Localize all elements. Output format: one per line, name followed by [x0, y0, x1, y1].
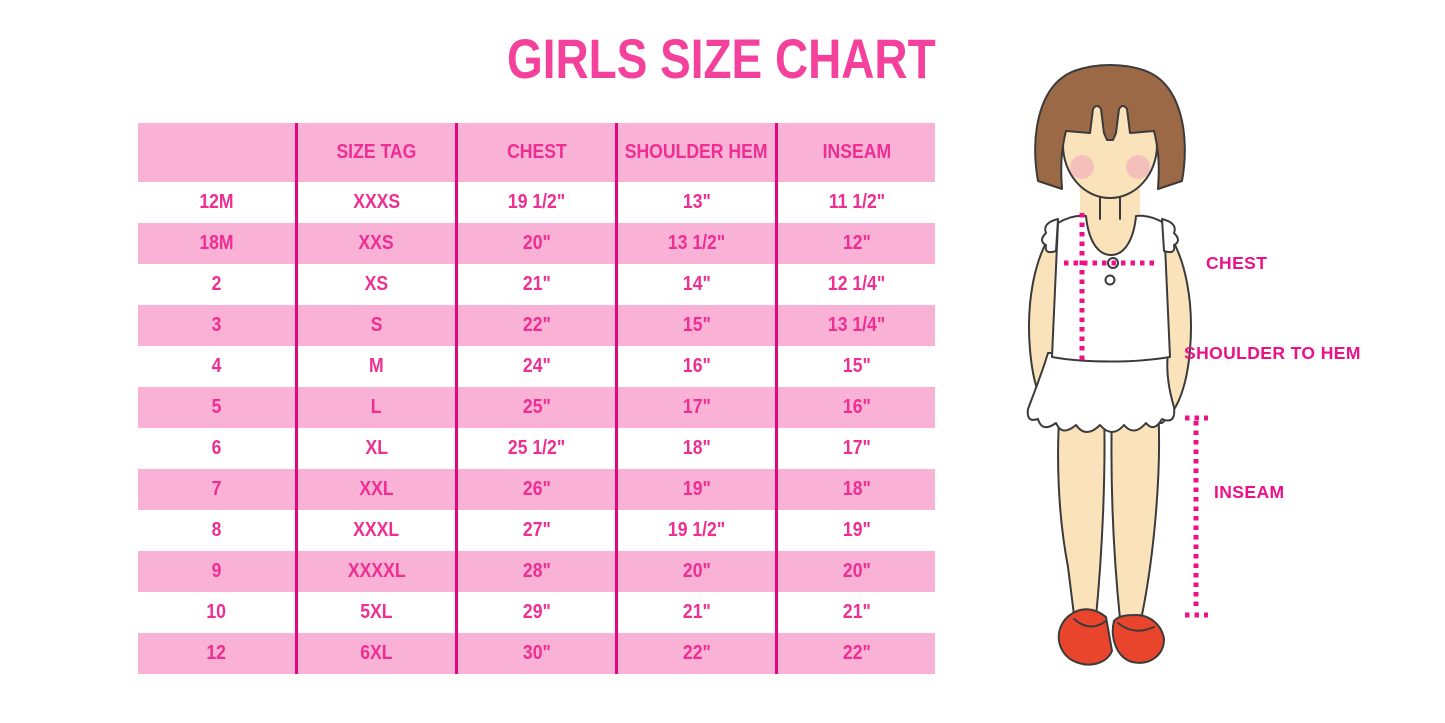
table-cell: 5 [211, 396, 222, 418]
table-cell: 24" [455, 346, 615, 387]
table-cell: 12" [775, 223, 935, 264]
table-cell: 13 1/2" [615, 223, 775, 264]
column-header: SHOULDER HEM [615, 123, 775, 182]
table-row: 12 6XL 30" 22" 22" [138, 633, 935, 674]
table-cell: 6 [211, 437, 222, 459]
page-title-text: GIRLS SIZE CHART [506, 27, 936, 90]
table-cell: 6XL [295, 633, 455, 674]
table-cell: 10 [206, 601, 227, 623]
table-cell: 2 [211, 273, 222, 295]
table-cell: 29" [455, 592, 615, 633]
table-cell: 25" [455, 387, 615, 428]
table-row: 18M XXS 20" 13 1/2" 12" [138, 223, 935, 264]
table-cell: 3 [211, 314, 222, 336]
chest-label: CHEST [1206, 253, 1268, 273]
table-cell: M [295, 346, 455, 387]
table-cell: 13" [615, 182, 775, 223]
table-cell: 21" [615, 592, 775, 633]
table-cell: 8 [211, 519, 222, 541]
table-cell: L [295, 387, 455, 428]
table-cell: 22" [455, 305, 615, 346]
header-row: SIZE TAG CHEST SHOULDER HEM INSEAM [138, 123, 935, 182]
table-cell: 12 [206, 642, 227, 664]
table-row: 5 L 25" 17" 16" [138, 387, 935, 428]
table-cell: 18M [199, 232, 234, 254]
table-cell: 18" [775, 469, 935, 510]
table-cell: XXL [295, 469, 455, 510]
table-cell: 27" [455, 510, 615, 551]
table-cell: 22" [775, 633, 935, 674]
inseam-label: INSEAM [1214, 482, 1285, 502]
table-cell: 7 [211, 478, 222, 500]
table-cell: 17" [775, 428, 935, 469]
table-cell: 19 1/2" [455, 182, 615, 223]
table-cell: 15" [615, 305, 775, 346]
table-cell: 22" [615, 633, 775, 674]
page-title: GIRLS SIZE CHART [401, 26, 1041, 90]
table-cell: XXS [295, 223, 455, 264]
column-header [138, 123, 295, 182]
table-cell: 16" [615, 346, 775, 387]
table-cell: S [295, 305, 455, 346]
table-cell: XS [295, 264, 455, 305]
table-cell: XXXXL [295, 551, 455, 592]
table-cell: 20" [455, 223, 615, 264]
table-cell: 20" [615, 551, 775, 592]
table-cell: 4 [211, 355, 222, 377]
table-cell: XL [295, 428, 455, 469]
column-header: CHEST [455, 123, 615, 182]
table-cell: 19" [775, 510, 935, 551]
table-cell: 16" [775, 387, 935, 428]
table-cell: 30" [455, 633, 615, 674]
girl-illustration-icon [1026, 64, 1208, 666]
table-cell: 21" [455, 264, 615, 305]
table-cell: 18" [615, 428, 775, 469]
table-row: 9 XXXXL 28" 20" 20" [138, 551, 935, 592]
table-cell: 28" [455, 551, 615, 592]
table-cell: 5XL [295, 592, 455, 633]
table-cell: 21" [775, 592, 935, 633]
table-cell: XXXL [295, 510, 455, 551]
table-cell: 19" [615, 469, 775, 510]
table-cell: 14" [615, 264, 775, 305]
shoulder-to-hem-label: SHOULDER TO HEM [1184, 343, 1361, 363]
table-cell: 12 1/4" [775, 264, 935, 305]
table-row: 4 M 24" 16" 15" [138, 346, 935, 387]
table-row: 3 S 22" 15" 13 1/4" [138, 305, 935, 346]
table-cell: XXXS [295, 182, 455, 223]
column-header: SIZE TAG [295, 123, 455, 182]
table-row: 2 XS 21" 14" 12 1/4" [138, 264, 935, 305]
table-cell: 25 1/2" [455, 428, 615, 469]
table-cell: 20" [775, 551, 935, 592]
table-cell: 26" [455, 469, 615, 510]
table-cell: 12M [199, 191, 234, 213]
table-cell: 11 1/2" [775, 182, 935, 223]
table-cell: 19 1/2" [615, 510, 775, 551]
table-row: 10 5XL 29" 21" 21" [138, 592, 935, 633]
measurement-figure: CHEST SHOULDER TO HEM INSEAM [1000, 55, 1420, 695]
table-cell: 15" [775, 346, 935, 387]
column-header: INSEAM [775, 123, 935, 182]
table-row: 6 XL 25 1/2" 18" 17" [138, 428, 935, 469]
table-cell: 13 1/4" [775, 305, 935, 346]
table-row: 12M XXXS 19 1/2" 13" 11 1/2" [138, 182, 935, 223]
table-row: 8 XXXL 27" 19 1/2" 19" [138, 510, 935, 551]
table-cell: 17" [615, 387, 775, 428]
table-cell: 9 [211, 560, 222, 582]
table-row: 7 XXL 26" 19" 18" [138, 469, 935, 510]
size-table: SIZE TAG CHEST SHOULDER HEM INSEAM 12M XXXS 19… [138, 123, 935, 674]
